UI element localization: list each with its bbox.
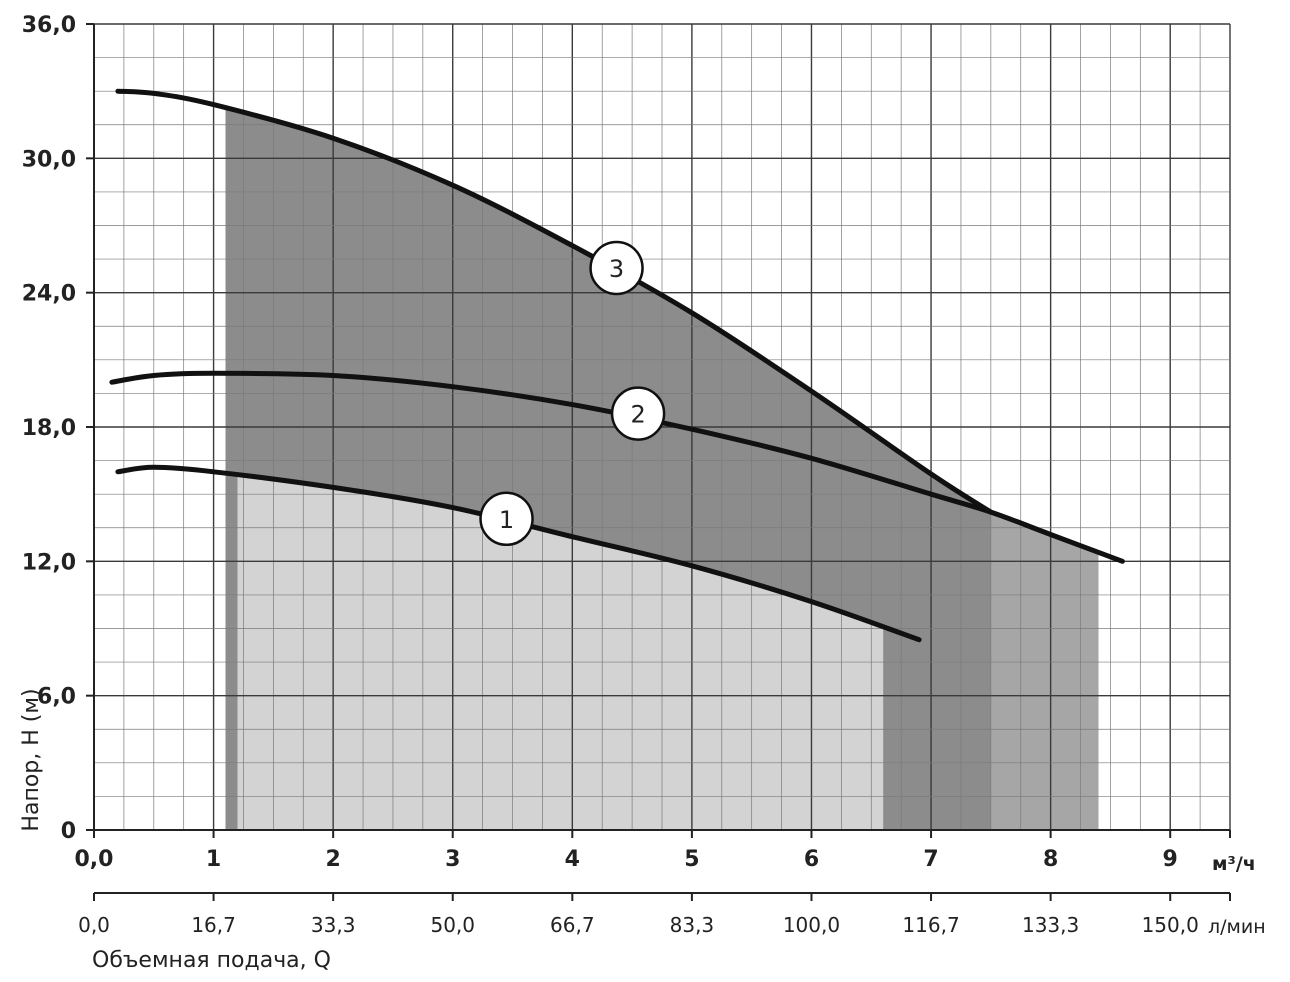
y-tick-label: 24,0 [22,282,76,307]
x2-tick-label: 100,0 [783,913,840,937]
x-unit-primary: м³/ч [1212,853,1256,875]
curve-label-circle-3 [589,240,644,296]
x-tick-label: 8 [1043,847,1058,872]
curve-label-2: 2 [630,401,645,429]
tick-labels: 0 6,0 12,0 18,0 24,0 30,0 36,0 0,0 1 2 3 4 5 6 7 8 9 0,0 1… [22,13,1199,937]
x2-tick-label: 133,3 [1022,913,1079,937]
curve-label-circle-2 [610,386,666,441]
x-tick-label: 6 [804,847,819,872]
x-tick-label: 1 [206,847,221,872]
curve-label-3: 3 [609,255,624,283]
x-tick-label: 0,0 [75,847,114,872]
x2-tick-label: 33,3 [311,913,356,937]
x-unit-secondary: л/мин [1208,916,1266,938]
x-tick-label: 9 [1163,847,1178,872]
x-tick-label: 4 [565,847,580,872]
y-tick-label: 0 [61,819,76,844]
x2-tick-label: 0,0 [78,913,110,937]
x2-tick-label: 83,3 [670,913,715,937]
x2-tick-label: 66,7 [550,913,595,937]
x-axis-title: Объемная подача, Q [92,948,331,973]
x-tick-label: 3 [445,847,460,872]
pump-curves: 1 2 3 [109,88,1125,643]
curve-label-circle-1 [479,491,534,547]
axes [86,23,1231,901]
y-tick-label: 18,0 [22,416,76,441]
x2-tick-label: 150,0 [1142,913,1199,937]
x2-tick-label: 16,7 [191,913,236,937]
series-line-3 [115,88,994,515]
y-tick-label: 12,0 [22,550,76,575]
x-tick-label: 2 [326,847,341,872]
x2-tick-label: 50,0 [430,913,475,937]
x2-tick-label: 116,7 [902,913,959,937]
x-tick-label: 5 [684,847,699,872]
y-axis-title: Напор, H (м) [19,688,44,831]
y-tick-label: 6,0 [37,685,76,710]
y-tick-label: 30,0 [22,147,76,172]
x-tick-label: 7 [923,847,938,872]
curve-label-1: 1 [499,506,514,534]
y-tick-label: 36,0 [22,13,76,38]
